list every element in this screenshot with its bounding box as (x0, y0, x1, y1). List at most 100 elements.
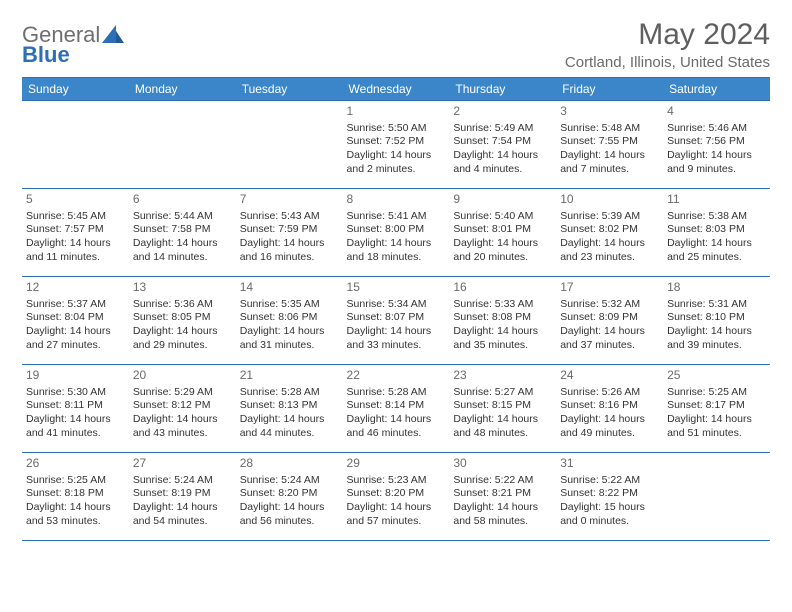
sunrise-label: Sunrise: 5:39 AM (560, 210, 659, 224)
calendar-row: 12Sunrise: 5:37 AMSunset: 8:04 PMDayligh… (22, 277, 770, 365)
sunset-label: Sunset: 7:58 PM (133, 223, 232, 237)
sunset-label: Sunset: 8:16 PM (560, 399, 659, 413)
calendar-cell: 29 Sunrise: 5:23 AMSunset: 8:20 PMDayligh… (343, 453, 450, 541)
day-number: 21 (240, 368, 339, 384)
calendar-cell: 27Sunrise: 5:24 AMSunset: 8:19 PMDayligh… (129, 453, 236, 541)
sunrise-label: Sunrise: 5:35 AM (240, 298, 339, 312)
weekday-header: Wednesday (343, 78, 450, 101)
daylight-label: Daylight: 14 hours and 18 minutes. (347, 237, 446, 264)
day-number: 7 (240, 192, 339, 208)
title-block: May 2024 Cortland, Illinois, United Stat… (565, 18, 770, 71)
daylight-label: Daylight: 14 hours and 58 minutes. (453, 501, 552, 528)
month-title: May 2024 (565, 18, 770, 52)
calendar-cell: 31Sunrise: 5:22 AMSunset: 8:22 PMDayligh… (556, 453, 663, 541)
daylight-label: Daylight: 14 hours and 4 minutes. (453, 149, 552, 176)
daylight-label: Daylight: 14 hours and 51 minutes. (667, 413, 766, 440)
day-number: 23 (453, 368, 552, 384)
calendar-cell: 5Sunrise: 5:45 AMSunset: 7:57 PMDaylight… (22, 189, 129, 277)
day-number: 8 (347, 192, 446, 208)
daylight-label: Daylight: 14 hours and 29 minutes. (133, 325, 232, 352)
calendar-cell: 26Sunrise: 5:25 AMSunset: 8:18 PMDayligh… (22, 453, 129, 541)
sunset-label: Sunset: 8:09 PM (560, 311, 659, 325)
sunrise-label: Sunrise: 5:38 AM (667, 210, 766, 224)
sunset-label: Sunset: 8:03 PM (667, 223, 766, 237)
daylight-label: Daylight: 14 hours and 56 minutes. (240, 501, 339, 528)
daylight-label: Daylight: 14 hours and 57 minutes. (347, 501, 446, 528)
day-number: 26 (26, 456, 125, 472)
sunset-label: Sunset: 7:52 PM (347, 135, 446, 149)
sunset-label: Sunset: 8:01 PM (453, 223, 552, 237)
daylight-label: Daylight: 14 hours and 39 minutes. (667, 325, 766, 352)
sunset-label: Sunset: 8:00 PM (347, 223, 446, 237)
calendar-cell: 6Sunrise: 5:44 AMSunset: 7:58 PMDaylight… (129, 189, 236, 277)
weekday-header-row: Sunday Monday Tuesday Wednesday Thursday… (22, 78, 770, 101)
sunset-label: Sunset: 8:17 PM (667, 399, 766, 413)
calendar-cell: 18Sunrise: 5:31 AMSunset: 8:10 PMDayligh… (663, 277, 770, 365)
sunset-label: Sunset: 8:10 PM (667, 311, 766, 325)
sunset-label: Sunset: 8:12 PM (133, 399, 232, 413)
calendar-cell: 1Sunrise: 5:50 AMSunset: 7:52 PMDaylight… (343, 101, 450, 189)
calendar-row: 26Sunrise: 5:25 AMSunset: 8:18 PMDayligh… (22, 453, 770, 541)
calendar-cell: 30Sunrise: 5:22 AMSunset: 8:21 PMDayligh… (449, 453, 556, 541)
sunrise-label: Sunrise: 5:44 AM (133, 210, 232, 224)
calendar-cell: 19Sunrise: 5:30 AMSunset: 8:11 PMDayligh… (22, 365, 129, 453)
sunset-label: Sunset: 8:19 PM (133, 487, 232, 501)
calendar-cell (236, 101, 343, 189)
calendar-cell (129, 101, 236, 189)
sunrise-label: Sunrise: 5:28 AM (240, 386, 339, 400)
sunset-label: Sunset: 7:54 PM (453, 135, 552, 149)
sunrise-label: Sunrise: 5:22 AM (560, 474, 659, 488)
sunrise-label: Sunrise: 5:25 AM (667, 386, 766, 400)
sunset-label: Sunset: 8:20 PM (347, 487, 446, 501)
daylight-label: Daylight: 14 hours and 49 minutes. (560, 413, 659, 440)
calendar-cell: 17Sunrise: 5:32 AMSunset: 8:09 PMDayligh… (556, 277, 663, 365)
sunset-label: Sunset: 8:13 PM (240, 399, 339, 413)
sunset-label: Sunset: 8:06 PM (240, 311, 339, 325)
daylight-label: Daylight: 15 hours and 0 minutes. (560, 501, 659, 528)
daylight-label: Daylight: 14 hours and 25 minutes. (667, 237, 766, 264)
sunset-label: Sunset: 8:05 PM (133, 311, 232, 325)
sunrise-label: Sunrise: 5:46 AM (667, 122, 766, 136)
sunrise-label: Sunrise: 5:37 AM (26, 298, 125, 312)
daylight-label: Daylight: 14 hours and 14 minutes. (133, 237, 232, 264)
calendar-cell: 20Sunrise: 5:29 AMSunset: 8:12 PMDayligh… (129, 365, 236, 453)
calendar-cell: 16Sunrise: 5:33 AMSunset: 8:08 PMDayligh… (449, 277, 556, 365)
calendar-cell: 28Sunrise: 5:24 AMSunset: 8:20 PMDayligh… (236, 453, 343, 541)
daylight-label: Daylight: 14 hours and 11 minutes. (26, 237, 125, 264)
daylight-label: Daylight: 14 hours and 9 minutes. (667, 149, 766, 176)
day-number: 12 (26, 280, 125, 296)
sunrise-label: Sunrise: 5:45 AM (26, 210, 125, 224)
daylight-label: Daylight: 14 hours and 7 minutes. (560, 149, 659, 176)
calendar-cell: 22Sunrise: 5:28 AMSunset: 8:14 PMDayligh… (343, 365, 450, 453)
sunrise-label: Sunrise: 5:26 AM (560, 386, 659, 400)
daylight-label: Daylight: 14 hours and 54 minutes. (133, 501, 232, 528)
daylight-label: Daylight: 14 hours and 35 minutes. (453, 325, 552, 352)
brand-part2: Blue (22, 42, 70, 67)
weekday-header: Monday (129, 78, 236, 101)
day-number: 17 (560, 280, 659, 296)
daylight-label: Daylight: 14 hours and 2 minutes. (347, 149, 446, 176)
brand-part2-wrap: Blue (22, 42, 70, 68)
sunset-label: Sunset: 8:15 PM (453, 399, 552, 413)
calendar-cell: 2Sunrise: 5:49 AMSunset: 7:54 PMDaylight… (449, 101, 556, 189)
day-number: 29 (347, 456, 446, 472)
calendar-cell: 7Sunrise: 5:43 AMSunset: 7:59 PMDaylight… (236, 189, 343, 277)
sunrise-label: Sunrise: 5:24 AM (133, 474, 232, 488)
day-number: 19 (26, 368, 125, 384)
daylight-label: Daylight: 14 hours and 41 minutes. (26, 413, 125, 440)
sunset-label: Sunset: 8:11 PM (26, 399, 125, 413)
calendar-table: Sunday Monday Tuesday Wednesday Thursday… (22, 77, 770, 541)
day-number: 13 (133, 280, 232, 296)
sunrise-label: Sunrise: 5:22 AM (453, 474, 552, 488)
sunset-label: Sunset: 8:07 PM (347, 311, 446, 325)
sunrise-label: Sunrise: 5:31 AM (667, 298, 766, 312)
calendar-cell: 12Sunrise: 5:37 AMSunset: 8:04 PMDayligh… (22, 277, 129, 365)
sunrise-label: Sunrise: 5:23 AM (347, 474, 446, 488)
logo-sail-icon (102, 25, 124, 45)
sunrise-label: Sunrise: 5:48 AM (560, 122, 659, 136)
daylight-label: Daylight: 14 hours and 31 minutes. (240, 325, 339, 352)
sunset-label: Sunset: 7:57 PM (26, 223, 125, 237)
daylight-label: Daylight: 14 hours and 16 minutes. (240, 237, 339, 264)
day-number: 2 (453, 104, 552, 120)
day-number: 31 (560, 456, 659, 472)
